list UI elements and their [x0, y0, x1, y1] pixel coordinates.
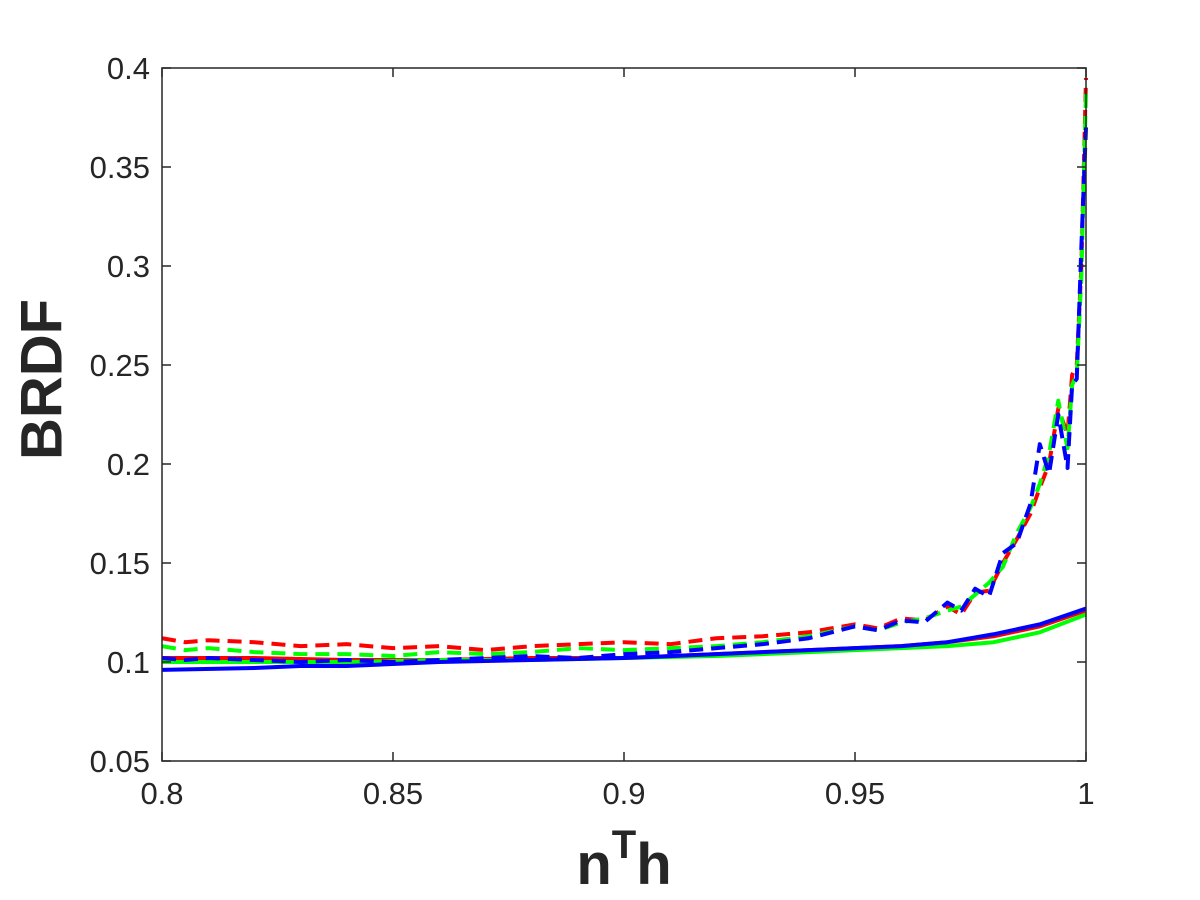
y-tick-label: 0.25	[90, 348, 150, 383]
x-tick-label: 0.8	[140, 776, 183, 811]
x-axis-label: nTh	[576, 823, 671, 897]
y-tick-label: 0.35	[90, 150, 150, 185]
tick-labels-layer: 0.8 0.85 0.9 0.95 1 0.05 0.1 0.15 0.2 0.25 0.3 0.35…	[90, 51, 1095, 811]
series-line-3	[161, 606, 1087, 672]
y-tick-label: 0.2	[107, 447, 150, 482]
x-axis-label-tail: h	[636, 832, 671, 897]
series-layer	[161, 77, 1088, 672]
y-axis-label: BRDF	[9, 299, 74, 460]
x-axis-label-main: n	[576, 832, 611, 897]
y-tick-label: 0.4	[107, 51, 150, 86]
x-tick-label: 0.9	[602, 776, 645, 811]
x-tick-label: 1	[1077, 776, 1094, 811]
series-line-5	[161, 91, 1088, 659]
ticks-layer	[161, 67, 1087, 762]
y-tick-label: 0.15	[90, 546, 150, 581]
y-tick-label: 0.3	[107, 249, 150, 284]
y-tick-label: 0.05	[90, 744, 150, 779]
y-tick-label: 0.1	[107, 645, 150, 680]
x-axis-label-superscript: T	[612, 823, 636, 867]
x-tick-label: 0.85	[363, 776, 423, 811]
x-tick-label: 0.95	[825, 776, 885, 811]
